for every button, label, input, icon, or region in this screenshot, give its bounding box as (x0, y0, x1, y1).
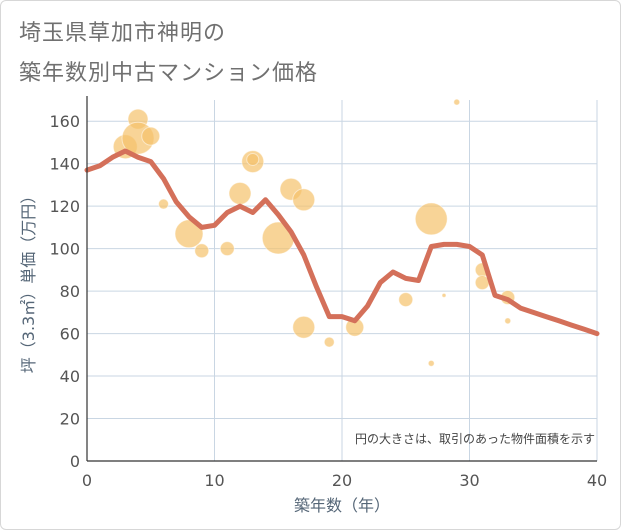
series-line (84, 148, 600, 337)
data-bubble (441, 292, 447, 298)
y-tick-label: 0 (70, 452, 80, 471)
y-tick-label: 120 (49, 197, 80, 216)
chart-title-line1: 埼玉県草加市神明の (19, 21, 227, 46)
data-bubble (398, 292, 414, 308)
x-tick-label: 10 (204, 471, 224, 490)
data-bubble (141, 126, 161, 146)
line-layer (84, 148, 600, 337)
x-tick-label: 20 (332, 471, 352, 490)
bubble-size-note: 円の大きさは、取引のあった物件面積を示す (355, 431, 595, 446)
data-bubble (292, 315, 316, 339)
y-tick-label: 60 (60, 325, 80, 344)
x-tick-label: 40 (587, 471, 607, 490)
y-tick-label: 140 (49, 155, 80, 174)
axes (86, 96, 597, 462)
data-bubble (504, 317, 512, 325)
x-tick-label: 30 (459, 471, 479, 490)
y-tick-label: 100 (49, 240, 80, 259)
data-bubble (246, 152, 260, 166)
y-tick-label: 80 (60, 282, 80, 301)
data-bubble (158, 198, 169, 210)
data-bubble (219, 241, 235, 257)
chart-title-line2: 築年数別中古マンション価格 (19, 61, 319, 86)
x-axis-label: 築年数（年） (294, 496, 390, 515)
x-tick-label: 0 (82, 471, 92, 490)
grid-lines (87, 100, 598, 461)
data-bubble (414, 202, 448, 236)
data-bubble (323, 336, 335, 348)
tick-labels: 0 20 40 60 80 100 120 140 160 0 10 20 30 40 (49, 112, 607, 490)
y-tick-label: 160 (49, 112, 80, 131)
data-bubble (453, 98, 461, 106)
data-bubble (292, 188, 316, 212)
y-axis-label: 坪（3.3㎡）単価（万円） (19, 188, 38, 373)
data-bubble (228, 181, 252, 205)
data-bubble (427, 359, 435, 367)
y-tick-label: 40 (60, 367, 80, 386)
y-tick-label: 20 (60, 410, 80, 429)
data-bubble (194, 243, 210, 259)
bubble-layer (112, 98, 516, 367)
